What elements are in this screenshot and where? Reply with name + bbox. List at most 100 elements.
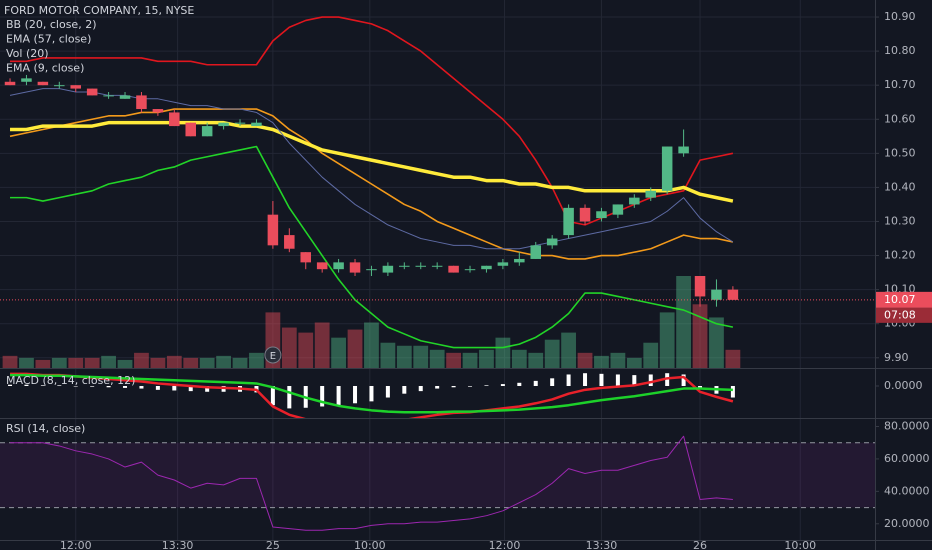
chart-title: FORD MOTOR COMPANY, 15, NYSE [4,4,194,17]
legend-entry: BB (20, close, 2) [6,18,97,31]
macd-histogram-bar [369,386,374,402]
volume-bar [643,342,659,368]
x-tick-label: 12:00 [60,539,92,550]
macd-histogram-bar [566,374,571,386]
candle-body [152,109,164,113]
volume-bar [117,359,133,368]
volume-bar [134,352,149,368]
x-tick-label: 13:30 [586,539,618,550]
candle-body [119,95,131,99]
countdown-label: 07:08 [884,308,916,321]
volume-bar [429,349,445,368]
macd-histogram-bar [24,384,29,386]
volume-bar [495,337,511,368]
macd-histogram-bar [681,374,686,386]
candle-body [136,95,147,110]
candle-body [431,265,443,267]
macd-histogram-bar [615,374,620,386]
volume-bar [561,332,576,368]
x-tick-label: 26 [693,539,707,550]
candle-body [201,126,213,137]
macd-histogram-bar [57,385,62,386]
last-price-box [876,291,932,308]
price-pane: E [0,16,875,368]
bollinger-line [10,145,734,349]
volume-bar [281,327,297,368]
volume-bar [19,357,34,368]
volume-bar [462,352,478,368]
candle-body [661,146,673,191]
candle-body [399,265,410,267]
y-tick-label: 9.90 [884,351,909,364]
candle-body [596,211,607,219]
y-tick-label: 10.70 [884,78,916,91]
macd-histogram-bar [418,386,423,392]
volume-bar [232,357,248,368]
last-price-label: 10.07 [884,293,916,306]
x-tick-label: 25 [266,539,280,550]
macd-histogram-bar [451,386,456,388]
candle-body [546,238,558,246]
volume-bar [380,342,396,368]
macd-histogram-bar [402,386,407,394]
macd-histogram-bar [648,374,653,386]
volume-bar [396,345,412,368]
rsi-pane [0,435,875,531]
y-tick-label: 10.60 [884,112,916,125]
candle-body [234,122,246,124]
candle-body [629,197,640,205]
volume-bar [347,329,363,368]
macd-histogram-bar [270,386,275,406]
macd-histogram-bar [139,386,144,389]
candle-body [37,81,49,86]
macd-histogram-bar [155,386,160,390]
rsi-title: RSI (14, close) [6,422,85,435]
candle-body [349,262,361,273]
macd-title: MACD (8, 14, close, 12) [6,374,135,387]
candle-body [727,289,739,300]
macd-histogram-bar [550,378,555,386]
candle-body [464,269,476,271]
candle-body [563,207,574,236]
candle-body [70,85,81,89]
macd-histogram-bar [583,373,588,386]
event-label: E [270,351,276,362]
macd-histogram-bar [435,386,440,389]
macd-histogram-bar [90,386,95,387]
candle-body [481,265,492,270]
volume-bar [725,349,741,368]
y-tick-label: 10.50 [884,146,916,159]
volume-bar [446,352,461,368]
volume-bar [413,345,429,368]
macd-histogram-bar [353,386,358,404]
ema-line [9,88,734,250]
y-tick-label: 40.0000 [884,484,930,497]
macd-histogram-bar [320,386,325,407]
candle-body [21,78,32,82]
bollinger-line [9,108,734,260]
volume-bar [314,322,330,368]
x-tick-label: 12:00 [489,539,521,550]
x-tick-label: 10:00 [784,539,816,550]
volume-bar [51,357,67,368]
candle-body [530,245,542,259]
macd-histogram-bar [484,385,489,386]
volume-bar [249,352,264,368]
volume-bar [150,357,166,368]
y-tick-label: 10.20 [884,249,916,262]
rsi-line [10,435,733,531]
volume-bar [84,357,100,368]
volume-bar [709,317,724,368]
countdown-box [876,307,932,323]
volume-bar [101,355,116,368]
macd-histogram-bar [123,386,128,388]
volume-bar [68,357,84,368]
candle-body [448,265,459,273]
macd-histogram-bar [500,384,505,386]
legend-entry: EMA (9, close) [6,62,84,75]
macd-histogram-bar [172,386,177,391]
macd-histogram-bar [73,386,78,387]
